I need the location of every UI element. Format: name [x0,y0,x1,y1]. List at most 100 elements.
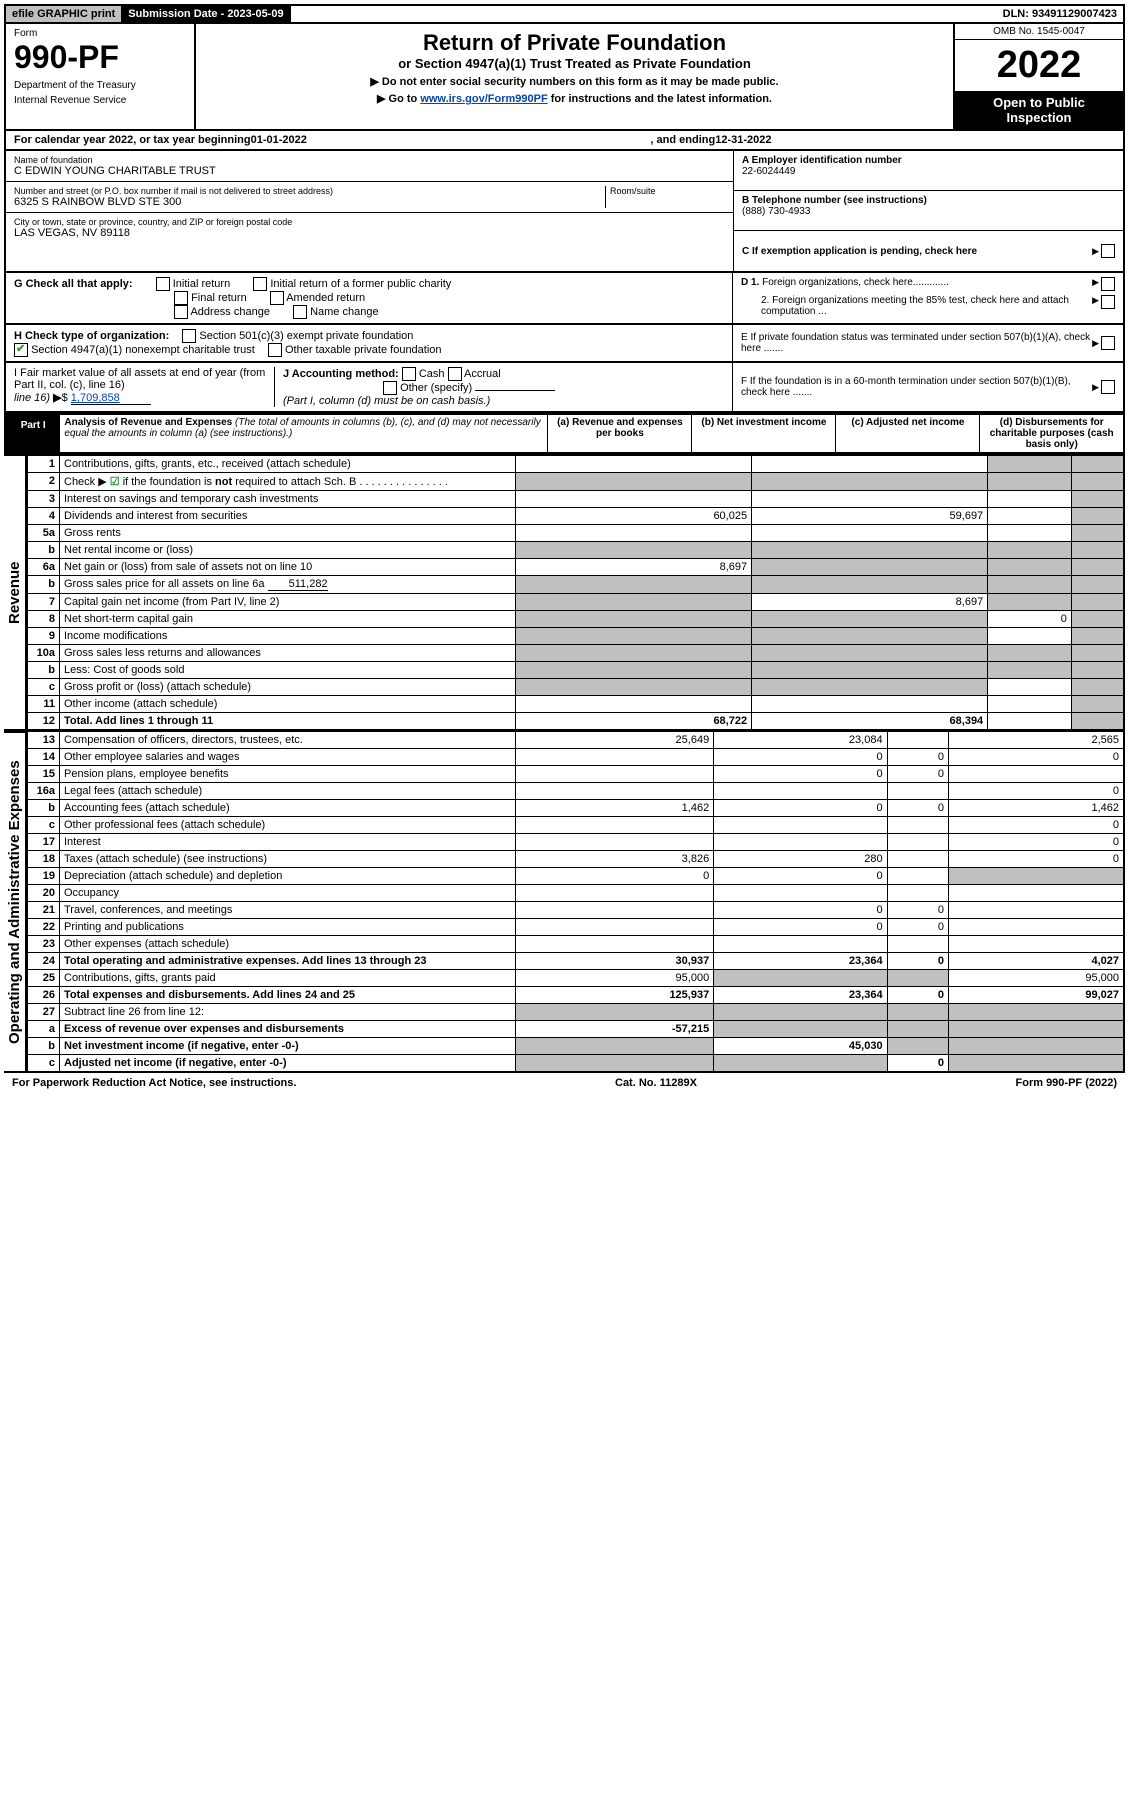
g-name-checkbox[interactable] [293,305,307,319]
tel-label: B Telephone number (see instructions) [742,195,1115,206]
col-c: (c) Adjusted net income [836,414,980,453]
col-d: (d) Disbursements for charitable purpose… [980,414,1124,453]
header-bar: efile GRAPHIC print Submission Date - 20… [4,4,1125,24]
j-label: J Accounting method: [283,368,399,380]
table-row: b Less: Cost of goods sold [28,662,1125,679]
arrow-icon [1092,246,1101,257]
table-row: 10a Gross sales less returns and allowan… [28,645,1125,662]
c-checkbox[interactable] [1101,244,1115,258]
name-label: Name of foundation [14,155,725,165]
table-row: 18 Taxes (attach schedule) (see instruct… [28,851,1125,868]
e-checkbox[interactable] [1101,336,1115,350]
d2-checkbox[interactable] [1101,295,1115,309]
table-row: 6a Net gain or (loss) from sale of asset… [28,559,1125,576]
address: 6325 S RAINBOW BLVD STE 300 [14,196,605,208]
section-i-j-f: I Fair market value of all assets at end… [4,363,1125,413]
f-checkbox[interactable] [1101,380,1115,394]
g-final-checkbox[interactable] [174,291,188,305]
table-row: 5a Gross rents [28,525,1125,542]
telephone: (888) 730-4933 [742,206,1115,217]
i-label: I Fair market value of all assets at end… [14,367,265,391]
entity-info: Name of foundation C EDWIN YOUNG CHARITA… [4,151,1125,273]
ein-label: A Employer identification number [742,155,1115,166]
c-label: C If exemption application is pending, c… [742,246,1092,257]
table-row: 8 Net short-term capital gain 0 [28,611,1125,628]
table-row: c Other professional fees (attach schedu… [28,817,1125,834]
form-label: Form [14,28,186,39]
form-number: 990-PF [14,39,186,76]
col-b: (b) Net investment income [692,414,836,453]
submission-date: Submission Date - 2023-05-09 [122,6,290,22]
table-row: 21 Travel, conferences, and meetings 00 [28,902,1125,919]
inspection-badge: Open to Public Inspection [955,91,1123,129]
year-end: 12-31-2022 [715,134,771,146]
expenses-table: 13 Compensation of officers, directors, … [27,731,1125,1073]
table-row: 2 Check ▶ ☑ if the foundation is not req… [28,473,1125,491]
table-row: 26 Total expenses and disbursements. Add… [28,987,1125,1004]
g-address-checkbox[interactable] [174,305,188,319]
g-initial-checkbox[interactable] [156,277,170,291]
part1-label: Part I [11,417,56,434]
j-cash-checkbox[interactable] [402,367,416,381]
h3-checkbox[interactable] [268,343,282,357]
omb: OMB No. 1545-0047 [955,24,1123,40]
table-row: 17 Interest 0 [28,834,1125,851]
ein: 22-6024449 [742,166,1115,177]
efile-label: efile GRAPHIC print [6,6,122,22]
table-row: 12 Total. Add lines 1 through 11 68,7226… [28,713,1125,731]
table-row: 27 Subtract line 26 from line 12: [28,1004,1125,1021]
footer-mid: Cat. No. 11289X [615,1077,697,1089]
table-row: 9 Income modifications [28,628,1125,645]
table-row: b Accounting fees (attach schedule) 1,46… [28,800,1125,817]
expenses-side-label: Operating and Administrative Expenses [4,731,27,1073]
table-row: 14 Other employee salaries and wages 000 [28,749,1125,766]
g-initial-former-checkbox[interactable] [253,277,267,291]
h2-checkbox[interactable]: ✔ [14,343,28,357]
table-row: 3 Interest on savings and temporary cash… [28,491,1125,508]
tax-year: 2022 [955,40,1123,91]
table-row: 1 Contributions, gifts, grants, etc., re… [28,455,1125,473]
i-value[interactable]: 1,709,858 [71,392,151,405]
table-row: 16a Legal fees (attach schedule) 0 [28,783,1125,800]
j-other-checkbox[interactable] [383,381,397,395]
h1-checkbox[interactable] [182,329,196,343]
year-begin: 01-01-2022 [251,134,307,146]
f-label: F If the foundation is in a 60-month ter… [741,376,1092,398]
g-amended-checkbox[interactable] [270,291,284,305]
table-row: b Net rental income or (loss) [28,542,1125,559]
j-note: (Part I, column (d) must be on cash basi… [283,395,490,407]
j-accrual-checkbox[interactable] [448,367,462,381]
table-row: 4 Dividends and interest from securities… [28,508,1125,525]
h-label: H Check type of organization: [14,330,169,342]
table-row: 11 Other income (attach schedule) [28,696,1125,713]
city: LAS VEGAS, NV 89118 [14,227,725,239]
note-link: ▶ Go to www.irs.gov/Form990PF for instru… [202,92,947,105]
footer-right: Form 990-PF (2022) [1016,1077,1118,1089]
table-row: 13 Compensation of officers, directors, … [28,732,1125,749]
irs-link[interactable]: www.irs.gov/Form990PF [420,93,547,105]
d1-checkbox[interactable] [1101,277,1115,291]
part1-title: Analysis of Revenue and Expenses [64,417,232,428]
revenue-section: Revenue 1 Contributions, gifts, grants, … [4,454,1125,731]
calendar-year-row: For calendar year 2022, or tax year begi… [4,131,1125,151]
foundation-name: C EDWIN YOUNG CHARITABLE TRUST [14,165,725,177]
form-header: Form 990-PF Department of the Treasury I… [4,24,1125,131]
section-h-e: H Check type of organization: Section 50… [4,325,1125,363]
irs: Internal Revenue Service [14,95,186,106]
table-row: b Net investment income (if negative, en… [28,1038,1125,1055]
table-row: 7 Capital gain net income (from Part IV,… [28,594,1125,611]
table-row: c Gross profit or (loss) (attach schedul… [28,679,1125,696]
table-row: 23 Other expenses (attach schedule) [28,936,1125,953]
revenue-table: 1 Contributions, gifts, grants, etc., re… [27,454,1125,731]
city-label: City or town, state or province, country… [14,217,725,227]
table-row: 24 Total operating and administrative ex… [28,953,1125,970]
note-ssn: ▶ Do not enter social security numbers o… [202,75,947,88]
table-row: c Adjusted net income (if negative, ente… [28,1055,1125,1073]
col-a: (a) Revenue and expenses per books [548,414,692,453]
dept: Department of the Treasury [14,80,186,91]
e-label: E If private foundation status was termi… [741,332,1092,354]
dln: DLN: 93491129007423 [997,6,1123,22]
expenses-section: Operating and Administrative Expenses 13… [4,731,1125,1073]
revenue-side-label: Revenue [4,454,27,731]
table-row: 25 Contributions, gifts, grants paid 95,… [28,970,1125,987]
